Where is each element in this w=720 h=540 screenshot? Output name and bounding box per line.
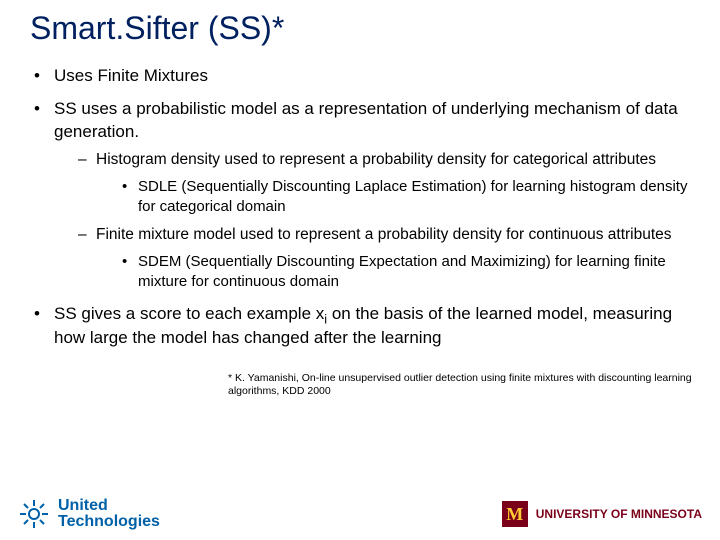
bullet-2-1-text: Histogram density used to represent a pr… (96, 151, 656, 168)
bullet-3-pre: SS gives a score to each example x (54, 304, 324, 323)
gear-icon (18, 498, 50, 530)
bullet-1: Uses Finite Mixtures (34, 65, 692, 88)
logo-united-technologies: United Technologies (18, 498, 160, 530)
bullet-2-1: Histogram density used to represent a pr… (78, 150, 692, 217)
bullet-2-2-1: SDEM (Sequentially Discounting Expectati… (122, 252, 692, 293)
bullet-2-text: SS uses a probabilistic model as a repre… (54, 99, 678, 141)
bullet-2-2-text: Finite mixture model used to represent a… (96, 226, 672, 243)
bullet-2: SS uses a probabilistic model as a repre… (34, 98, 692, 293)
bullet-2-2: Finite mixture model used to represent a… (78, 225, 692, 292)
bullet-2-2-sublist: SDEM (Sequentially Discounting Expectati… (96, 252, 692, 293)
slide: Smart.Sifter (SS)* Uses Finite Mixtures … (0, 0, 720, 540)
slide-title: Smart.Sifter (SS)* (28, 10, 692, 47)
logo-ut-text: United Technologies (58, 498, 160, 530)
bullet-2-sublist: Histogram density used to represent a pr… (54, 150, 692, 293)
footnote: * K. Yamanishi, On-line unsupervised out… (28, 372, 692, 398)
bullet-list: Uses Finite Mixtures SS uses a probabili… (28, 65, 692, 350)
logo-ut-line2: Technologies (58, 514, 160, 530)
bullet-2-1-sublist: SDLE (Sequentially Discounting Laplace E… (96, 177, 692, 218)
logo-university-minnesota: M UNIVERSITY OF MINNESOTA (502, 501, 702, 527)
logo-ut-line1: United (58, 498, 160, 514)
mn-block-m-icon: M (502, 501, 528, 527)
bullet-2-1-1: SDLE (Sequentially Discounting Laplace E… (122, 177, 692, 218)
footer: United Technologies M UNIVERSITY OF MINN… (0, 492, 720, 540)
bullet-3: SS gives a score to each example xi on t… (34, 303, 692, 351)
logo-mn-text: UNIVERSITY OF MINNESOTA (536, 507, 702, 521)
